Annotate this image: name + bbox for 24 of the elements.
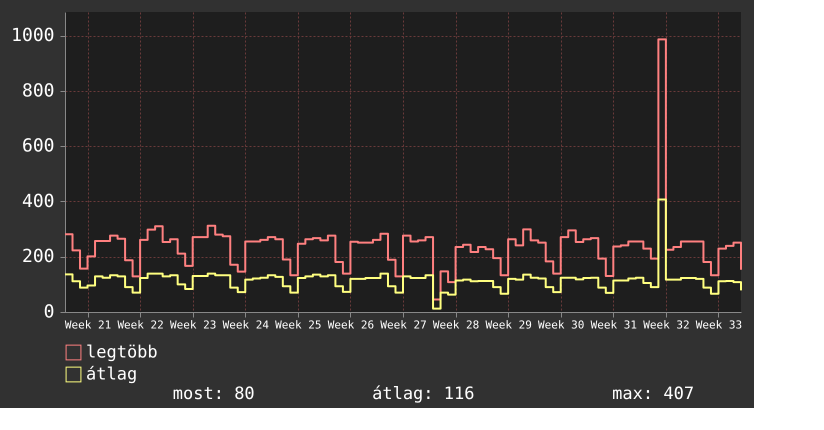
x-tick-label: Week 33 (696, 318, 742, 332)
x-tick-label: Week 29 (485, 318, 532, 332)
y-tick-label: 1000 (11, 25, 54, 46)
text: átlag: 116 (372, 384, 474, 404)
x-tick-label: Week 22 (117, 318, 164, 332)
x-tick-label: Week 32 (643, 318, 690, 332)
x-tick-label: Week 31 (590, 318, 637, 332)
text: most: 80 (172, 384, 255, 404)
y-tick-label: 800 (22, 80, 54, 102)
x-tick-label: Week 27 (380, 318, 427, 332)
x-tick-label: Week 30 (538, 318, 584, 332)
x-tick-label: Week 24 (222, 318, 270, 332)
x-tick-label: Week 21 (64, 318, 112, 332)
y-tick-label: 0 (44, 302, 54, 322)
x-tick-label: Week 23 (170, 318, 216, 332)
y-tick-label: 600 (22, 136, 54, 157)
text: max: 407 (612, 384, 694, 404)
x-tick-label: Week 25 (275, 318, 322, 332)
legend-label: legtöbb (86, 342, 158, 362)
y-tick-label: 200 (22, 246, 54, 268)
x-tick-label: Week 28 (432, 318, 480, 332)
y-tick-label: 400 (22, 190, 54, 212)
legend-label: átlag (86, 364, 138, 384)
x-tick-label: Week 26 (328, 318, 374, 332)
